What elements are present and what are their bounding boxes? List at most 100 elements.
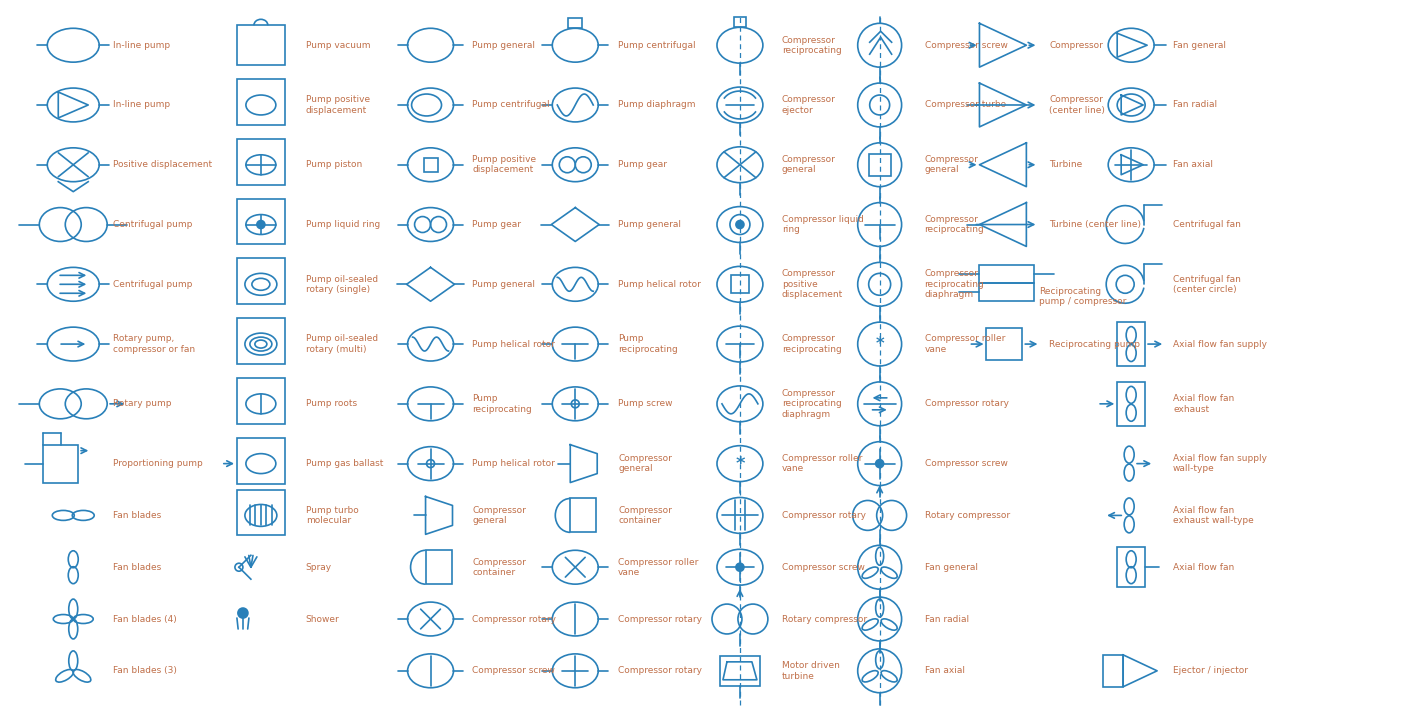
Bar	[1118, 322, 1146, 366]
Circle shape	[238, 608, 248, 618]
Text: Pump gear: Pump gear	[618, 160, 667, 169]
Text: Compressor
reciprocating
diaphragm: Compressor reciprocating diaphragm	[924, 269, 985, 299]
Text: Axial flow fan supply
wall-type: Axial flow fan supply wall-type	[1173, 454, 1267, 473]
Text: Axial flow fan: Axial flow fan	[1173, 563, 1235, 571]
Text: Pump oil-sealed
rotary (single): Pump oil-sealed rotary (single)	[306, 274, 378, 294]
Text: Pump positive
displacement: Pump positive displacement	[473, 155, 536, 174]
Text: Compressor screw: Compressor screw	[924, 459, 1007, 468]
Text: Compressor
reciprocating
diaphragm: Compressor reciprocating diaphragm	[782, 389, 841, 419]
Text: Compressor turbo: Compressor turbo	[924, 100, 1006, 110]
Text: Compressor
reciprocating: Compressor reciprocating	[782, 335, 841, 354]
Bar	[720, 656, 761, 686]
Text: Reciprocating
pump / compressor: Reciprocating pump / compressor	[1040, 287, 1127, 306]
Text: Pump general: Pump general	[618, 220, 682, 229]
Text: Rotary pump,
compressor or fan: Rotary pump, compressor or fan	[113, 335, 195, 354]
Text: Pump helical rotor: Pump helical rotor	[618, 280, 701, 289]
Text: Pump general: Pump general	[473, 280, 535, 289]
Text: Proportioning pump: Proportioning pump	[113, 459, 203, 468]
Bar	[731, 275, 749, 293]
Text: Fan general: Fan general	[924, 563, 978, 571]
Text: Spray: Spray	[306, 563, 332, 571]
Text: In-line pump: In-line pump	[113, 41, 171, 49]
Text: Compressor screw: Compressor screw	[782, 563, 865, 571]
Text: Motor driven
turbine: Motor driven turbine	[782, 661, 840, 680]
Bar	[237, 258, 285, 304]
Text: Pump piston: Pump piston	[306, 160, 363, 169]
Bar	[237, 318, 285, 364]
Text: Pump centrifugal: Pump centrifugal	[473, 100, 550, 110]
Text: Compressor screw: Compressor screw	[924, 41, 1007, 49]
Text: Compressor
container: Compressor container	[618, 506, 672, 525]
Bar	[237, 438, 285, 484]
Bar	[986, 328, 1023, 360]
Bar	[1118, 547, 1146, 587]
Bar	[979, 283, 1034, 301]
Text: Compressor
general: Compressor general	[618, 454, 672, 473]
Text: Turbine (center line): Turbine (center line)	[1050, 220, 1141, 229]
Text: In-line pump: In-line pump	[113, 100, 171, 110]
Bar	[569, 18, 583, 28]
Bar	[423, 158, 437, 172]
Text: Compressor roller
vane: Compressor roller vane	[618, 558, 698, 577]
Text: Fan blades (4): Fan blades (4)	[113, 614, 176, 624]
Text: Pump helical rotor: Pump helical rotor	[473, 459, 556, 468]
Text: Compressor
(center line): Compressor (center line)	[1050, 95, 1105, 115]
Text: Compressor screw: Compressor screw	[473, 666, 556, 675]
Text: Pump
reciprocating: Pump reciprocating	[618, 335, 677, 354]
Text: Pump gear: Pump gear	[473, 220, 522, 229]
Text: Fan radial: Fan radial	[924, 614, 969, 624]
Text: Pump centrifugal: Pump centrifugal	[618, 41, 696, 49]
Text: Compressor rotary: Compressor rotary	[473, 614, 556, 624]
Text: Pump
reciprocating: Pump reciprocating	[473, 394, 532, 414]
Text: Centrifugal fan: Centrifugal fan	[1173, 220, 1240, 229]
Bar	[426, 550, 452, 584]
Text: Compressor rotary: Compressor rotary	[782, 511, 866, 520]
Text: Compressor roller
vane: Compressor roller vane	[924, 335, 1005, 354]
Bar	[44, 445, 78, 483]
Text: Axial flow fan
exhaust wall-type: Axial flow fan exhaust wall-type	[1173, 506, 1254, 525]
Text: Shower: Shower	[306, 614, 340, 624]
Circle shape	[257, 221, 265, 229]
Text: Positive displacement: Positive displacement	[113, 160, 212, 169]
Text: Compressor rotary: Compressor rotary	[924, 399, 1009, 408]
Text: Fan radial: Fan radial	[1173, 100, 1218, 110]
Bar	[237, 199, 285, 245]
Text: Pump general: Pump general	[473, 41, 535, 49]
Text: Compressor: Compressor	[1050, 41, 1103, 49]
Text: Fan blades: Fan blades	[113, 563, 161, 571]
Text: Pump positive
displacement: Pump positive displacement	[306, 95, 370, 115]
Text: Turbine: Turbine	[1050, 160, 1082, 169]
Bar	[237, 378, 285, 424]
Text: Centrifugal pump: Centrifugal pump	[113, 280, 192, 289]
Bar	[1118, 382, 1146, 425]
Text: Compressor
general: Compressor general	[924, 155, 978, 174]
Text: Fan blades: Fan blades	[113, 511, 161, 520]
Text: Compressor
general: Compressor general	[782, 155, 835, 174]
Text: Axial flow fan
exhaust: Axial flow fan exhaust	[1173, 394, 1235, 414]
Bar	[237, 79, 285, 125]
Text: Compressor liquid
ring: Compressor liquid ring	[782, 215, 864, 234]
Text: Compressor
reciprocating: Compressor reciprocating	[782, 36, 841, 55]
Text: Pump turbo
molecular: Pump turbo molecular	[306, 506, 358, 525]
Text: Compressor rotary: Compressor rotary	[618, 614, 703, 624]
Text: Fan blades (3): Fan blades (3)	[113, 666, 176, 675]
Text: Pump roots: Pump roots	[306, 399, 357, 408]
Text: Axial flow fan supply: Axial flow fan supply	[1173, 340, 1267, 348]
Text: Pump oil-sealed
rotary (multi): Pump oil-sealed rotary (multi)	[306, 335, 378, 354]
Text: Compressor
ejector: Compressor ejector	[782, 95, 835, 115]
Text: Centrifugal fan
(center circle): Centrifugal fan (center circle)	[1173, 274, 1240, 294]
Bar	[237, 489, 285, 535]
Text: Reciprocating pump: Reciprocating pump	[1050, 340, 1140, 348]
Bar	[869, 154, 890, 176]
Text: Compressor
container: Compressor container	[473, 558, 526, 577]
Text: *: *	[735, 454, 745, 473]
Text: Fan axial: Fan axial	[924, 666, 965, 675]
Text: Fan general: Fan general	[1173, 41, 1226, 49]
Bar	[734, 17, 746, 28]
Bar	[979, 266, 1034, 283]
Bar	[237, 25, 285, 65]
Text: Rotary compressor: Rotary compressor	[924, 511, 1010, 520]
Text: Centrifugal pump: Centrifugal pump	[113, 220, 192, 229]
Bar	[237, 139, 285, 184]
Text: Ejector / injector: Ejector / injector	[1173, 666, 1249, 675]
